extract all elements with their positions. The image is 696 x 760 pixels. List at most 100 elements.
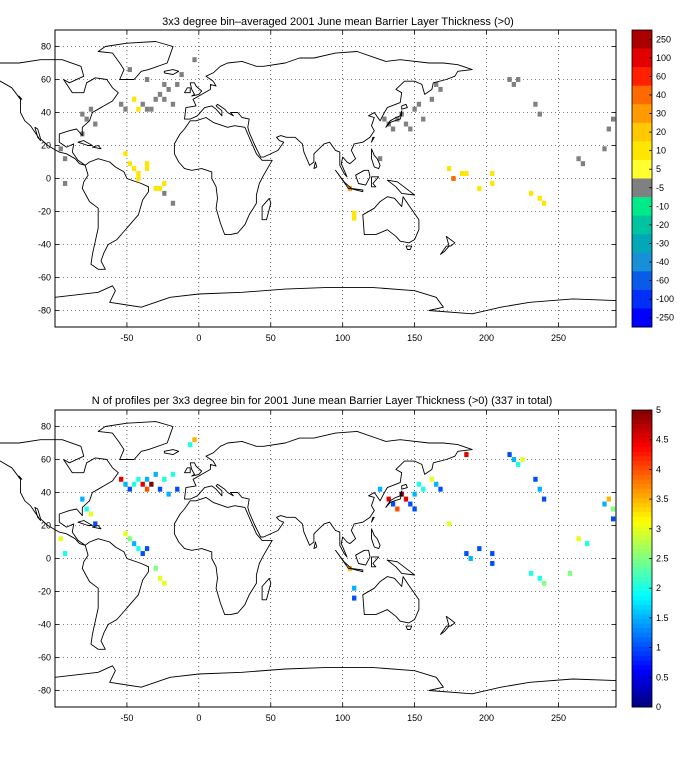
- coastline: [18, 475, 23, 480]
- data-cell: [610, 116, 616, 122]
- data-cell: [429, 96, 435, 102]
- data-cell: [127, 536, 132, 542]
- colorbar-swatch: [632, 642, 652, 648]
- data-cell: [533, 476, 538, 482]
- data-cell: [352, 595, 357, 601]
- data-cell: [464, 551, 469, 557]
- x-tick-label: 100: [335, 713, 350, 723]
- data-cell: [602, 146, 607, 152]
- data-cell: [395, 506, 400, 512]
- data-cell: [490, 171, 495, 177]
- coastline: [371, 148, 381, 170]
- data-cell: [162, 180, 167, 186]
- coastline: [173, 117, 273, 236]
- data-cell: [537, 575, 542, 581]
- coastline: [261, 197, 272, 221]
- coastline: [401, 483, 408, 490]
- colorbar-swatch: [632, 447, 652, 453]
- heatmap-cells: [58, 437, 616, 601]
- data-cell: [516, 461, 521, 467]
- coastline: [371, 136, 375, 143]
- data-cell: [123, 151, 128, 157]
- colorbar-swatch: [632, 498, 652, 504]
- coastline: [163, 69, 180, 75]
- data-cell: [58, 536, 63, 542]
- y-tick-label: -20: [38, 587, 51, 597]
- colorbar-swatch: [632, 493, 652, 499]
- data-cell: [390, 501, 396, 507]
- coastline: [371, 528, 381, 550]
- y-tick-labels: 80 60 40 20 0 -20 -40 -60 -80: [38, 42, 616, 316]
- colorbar-swatch: [632, 122, 652, 142]
- data-cell: [434, 481, 439, 487]
- data-cell: [576, 536, 581, 542]
- data-cell: [192, 57, 197, 63]
- coastline: [371, 516, 375, 523]
- colorbar-swatch: [632, 215, 652, 235]
- x-tick-labels: -50 0 50 100 150 200 250: [120, 410, 566, 723]
- data-cell: [429, 476, 435, 482]
- data-cell: [179, 72, 184, 78]
- coastline: [81, 158, 149, 270]
- colorbar-label: 5: [656, 164, 661, 174]
- data-cell: [149, 106, 154, 112]
- data-cell: [80, 496, 85, 502]
- coastline: [77, 520, 93, 526]
- colorbar-swatch: [632, 159, 652, 179]
- data-cell: [144, 166, 150, 172]
- data-cell: [412, 106, 417, 112]
- colorbar-label: 20: [656, 127, 666, 137]
- data-cell: [58, 146, 63, 152]
- colorbar-swatch: [632, 465, 652, 471]
- colorbar-label: -30: [656, 238, 669, 248]
- data-cell: [382, 116, 387, 122]
- colorbar-label: 0.5: [656, 672, 669, 682]
- y-tick-label: 60: [41, 75, 51, 85]
- data-cell: [62, 156, 68, 162]
- data-cell: [93, 121, 98, 127]
- data-cell: [541, 580, 547, 586]
- data-cell: [490, 560, 495, 566]
- coastline: [371, 556, 380, 568]
- colorbar-swatch: [632, 665, 652, 671]
- data-cell: [537, 111, 542, 117]
- colorbar-label: 100: [656, 53, 671, 63]
- y-tick-label: 40: [41, 108, 51, 118]
- coastline: [54, 665, 617, 708]
- coastline: [349, 567, 364, 573]
- data-cell: [149, 481, 154, 487]
- gridlines: [55, 410, 616, 707]
- y-tick-label: -80: [38, 306, 51, 316]
- coastline: [0, 59, 119, 166]
- data-cell: [62, 551, 68, 557]
- data-cell: [131, 166, 137, 172]
- x-tick-labels: -50 0 50 100 150 200 250: [120, 30, 566, 343]
- colorbar-label: -5: [656, 183, 664, 193]
- colorbar-swatch: [632, 669, 652, 676]
- data-cell: [576, 156, 581, 162]
- data-cell: [123, 531, 128, 537]
- coastline: [362, 576, 420, 624]
- colorbar-swatch: [632, 683, 652, 689]
- y-tick-label: 0: [46, 554, 51, 564]
- bl-thickness-panel: 3x3 degree bin–averaged 2001 June mean B…: [0, 16, 674, 343]
- data-cell: [403, 121, 409, 127]
- data-cell: [403, 496, 409, 502]
- colorbar-swatch: [632, 637, 652, 643]
- colorbar-swatch: [632, 141, 652, 161]
- colorbar-swatch: [632, 474, 652, 481]
- data-cell: [416, 481, 422, 487]
- colorbar-swatch: [632, 563, 652, 569]
- colorbar-swatch: [632, 423, 652, 430]
- data-cell: [533, 101, 538, 107]
- data-cell: [412, 506, 417, 512]
- heatmap-cells: [58, 57, 616, 221]
- data-cell: [153, 185, 158, 191]
- colorbar-swatch: [632, 502, 652, 508]
- colorbar-swatch: [632, 30, 652, 50]
- data-cell: [477, 185, 482, 191]
- coastline: [77, 140, 93, 146]
- data-cell: [88, 106, 94, 112]
- coastline: [91, 145, 102, 150]
- data-cell: [144, 486, 150, 492]
